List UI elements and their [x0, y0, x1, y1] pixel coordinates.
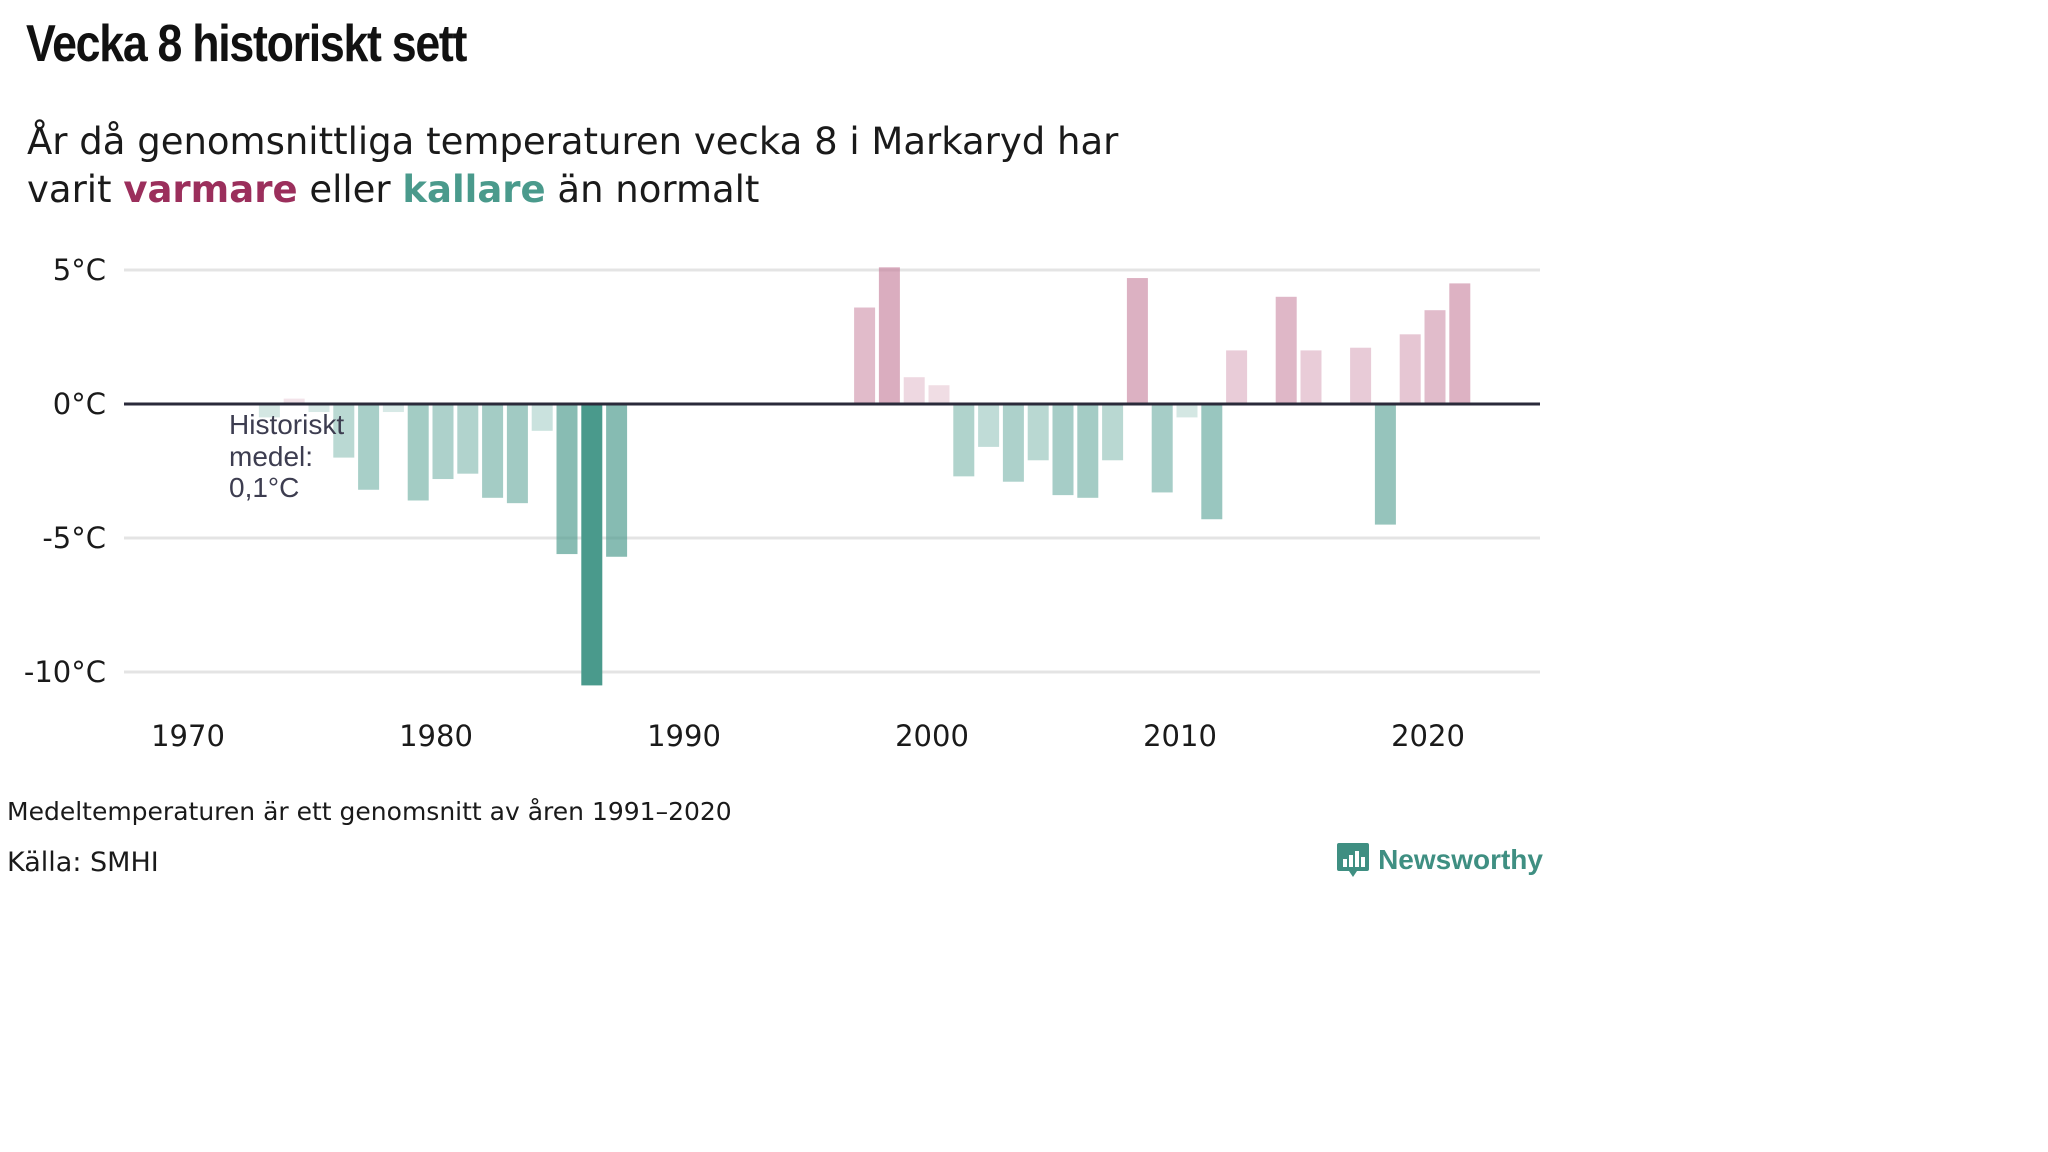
y-tick-label: 0°C: [53, 387, 106, 421]
bar-1974: [283, 398, 305, 404]
bar-2018: [1374, 404, 1396, 525]
y-tick-label: 5°C: [53, 253, 106, 287]
bar-2006: [1077, 404, 1099, 498]
bar-2003: [1002, 404, 1024, 482]
bar-1997: [854, 307, 876, 404]
brand-logo: Newsworthy: [1336, 841, 1543, 879]
bar-1983: [506, 404, 528, 504]
bar-2017: [1350, 347, 1372, 404]
bar-chart-speech-bubble-icon: [1337, 843, 1370, 877]
bar-2012: [1226, 350, 1248, 404]
average-label-line-2: medel:: [229, 441, 313, 472]
x-tick-label: 2010: [1143, 719, 1217, 753]
x-axis-labels: 1970 1980 1990 2000 2010 2020: [151, 719, 1465, 753]
bar-1973: [258, 404, 280, 418]
x-tick-label: 1980: [399, 719, 473, 753]
x-tick-label: 2000: [895, 719, 969, 753]
bar-1976: [333, 404, 355, 458]
bar-1999: [903, 377, 925, 404]
bar-2010: [1176, 404, 1198, 418]
x-tick-label: 1990: [647, 719, 721, 753]
average-label-value: 0,1°C: [229, 472, 299, 503]
grid-lines: [124, 268, 1540, 674]
bar-2005: [1052, 404, 1074, 496]
bar-2007: [1102, 404, 1124, 461]
bar-2009: [1151, 404, 1173, 493]
bar-2000: [928, 385, 950, 404]
bar-1986: [581, 404, 603, 686]
bar-2021: [1449, 283, 1471, 404]
brand-name: Newsworthy: [1378, 844, 1543, 875]
bar-1980: [432, 404, 454, 480]
bar-1979: [407, 404, 429, 501]
bar-2015: [1300, 350, 1322, 404]
subtitle-cold-word: kallare: [402, 168, 546, 211]
bar-2020: [1424, 310, 1446, 404]
subtitle-line-1: År då genomsnittliga temperaturen vecka …: [27, 120, 1119, 163]
average-label: Historiskt medel: 0,1°C: [229, 409, 352, 503]
bar-chart: 5°C 0°C -5°C -10°C 1970 1980 1990 2000 2010 2020…: [24, 253, 1540, 753]
bar-1981: [457, 404, 479, 474]
bar-2014: [1275, 296, 1297, 404]
bar-2011: [1201, 404, 1223, 520]
bar-1975: [308, 404, 330, 413]
source-credit: Källa: SMHI: [7, 847, 159, 878]
subtitle-mid: eller: [309, 168, 391, 211]
bar-2019: [1399, 334, 1421, 404]
bar-2008: [1126, 278, 1148, 404]
bar-1982: [482, 404, 504, 498]
bar-1984: [531, 404, 553, 431]
average-label-line-1: Historiskt: [229, 409, 344, 440]
bar-1977: [358, 404, 380, 490]
y-axis-labels: 5°C 0°C -5°C -10°C: [24, 253, 106, 689]
x-tick-label: 2020: [1391, 719, 1465, 753]
bar-1978: [382, 404, 404, 413]
y-tick-label: -10°C: [24, 655, 106, 689]
bar-2004: [1027, 404, 1049, 461]
footnote: Medeltemperaturen är ett genomsnitt av å…: [7, 797, 732, 826]
y-tick-label: -5°C: [42, 521, 106, 555]
bar-1985: [556, 404, 578, 555]
bar-2001: [953, 404, 975, 477]
bar-1987: [606, 404, 628, 557]
subtitle-pre: varit: [27, 168, 112, 211]
subtitle-warm-word: varmare: [123, 168, 298, 211]
x-tick-label: 1970: [151, 719, 225, 753]
subtitle-post: än normalt: [557, 168, 760, 211]
bar-2002: [978, 404, 1000, 447]
chart-subtitle: År då genomsnittliga temperaturen vecka …: [27, 118, 1327, 214]
chart-title: Vecka 8 historiskt sett: [26, 15, 467, 73]
bars: [258, 267, 1471, 686]
bar-1998: [878, 267, 900, 404]
